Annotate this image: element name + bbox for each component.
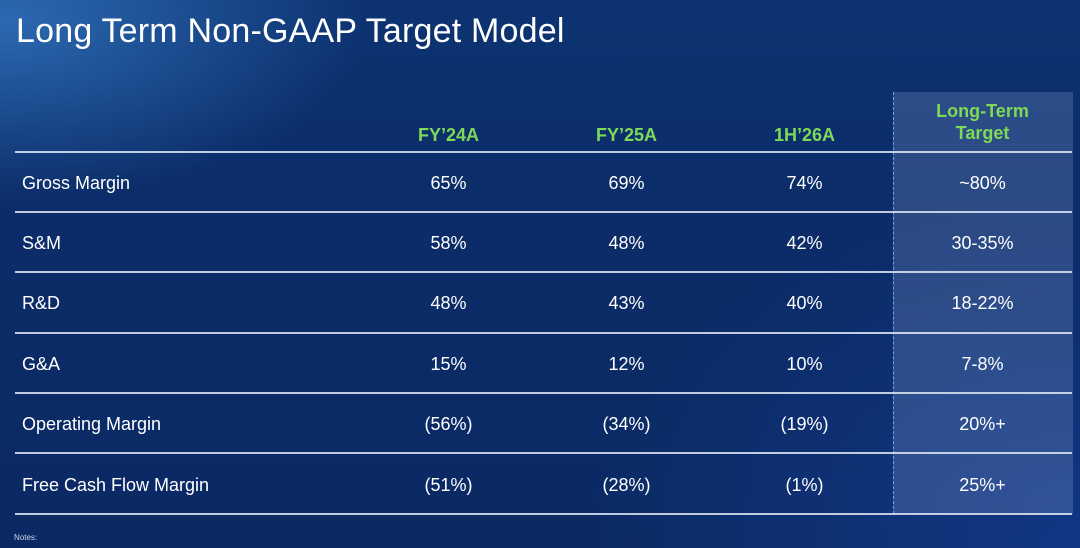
table-cell: 58% xyxy=(430,233,467,253)
target-cell: 18-22% xyxy=(951,293,1014,313)
table-cell: (1%) xyxy=(785,475,824,495)
notes-label: Notes: xyxy=(14,533,38,542)
target-header-line-2: Target xyxy=(955,123,1010,143)
row-divider xyxy=(15,332,1072,334)
row-label: Operating Margin xyxy=(22,414,162,434)
row-label: G&A xyxy=(22,354,61,374)
table-cell: 15% xyxy=(430,354,467,374)
row-divider xyxy=(15,271,1072,273)
table-cell: 48% xyxy=(608,233,645,253)
table-cell: (19%) xyxy=(780,414,829,434)
table-cell: (51%) xyxy=(424,475,473,495)
column-header-fy25a: FY’25A xyxy=(595,125,658,145)
table-cell: 65% xyxy=(430,173,467,193)
table-cell: 43% xyxy=(608,293,645,313)
row-label: Free Cash Flow Margin xyxy=(22,475,210,495)
table-cell: (34%) xyxy=(602,414,651,434)
table-cell: (28%) xyxy=(602,475,651,495)
row-divider xyxy=(15,452,1072,454)
target-cell: 30-35% xyxy=(951,233,1014,253)
table-cell: 12% xyxy=(608,354,645,374)
slide-title: Long Term Non-GAAP Target Model xyxy=(16,12,565,50)
target-cell: 25%+ xyxy=(959,475,1006,495)
table-cell: 69% xyxy=(608,173,645,193)
table-cell: 48% xyxy=(430,293,467,313)
table-cell: 40% xyxy=(786,293,823,313)
row-divider xyxy=(15,211,1072,213)
column-header-long-term-target: Long-Term Target xyxy=(893,100,1072,144)
table-bottom-divider xyxy=(15,513,1072,515)
row-label: S&M xyxy=(22,233,62,253)
column-header-fy24a: FY’24A xyxy=(417,125,480,145)
table-cell: (56%) xyxy=(424,414,473,434)
target-cell: ~80% xyxy=(959,173,1006,193)
column-header-1h26a: 1H’26A xyxy=(773,125,836,145)
row-label: Gross Margin xyxy=(22,173,131,193)
target-cell: 7-8% xyxy=(961,354,1004,374)
row-label: R&D xyxy=(22,293,61,313)
table-cell: 42% xyxy=(786,233,823,253)
long-term-target-panel xyxy=(893,92,1073,514)
target-cell: 20%+ xyxy=(959,414,1006,434)
table-cell: 74% xyxy=(786,173,823,193)
table-header-divider xyxy=(15,151,1072,153)
table-cell: 10% xyxy=(786,354,823,374)
row-divider xyxy=(15,392,1072,394)
target-header-line-1: Long-Term xyxy=(936,101,1029,121)
